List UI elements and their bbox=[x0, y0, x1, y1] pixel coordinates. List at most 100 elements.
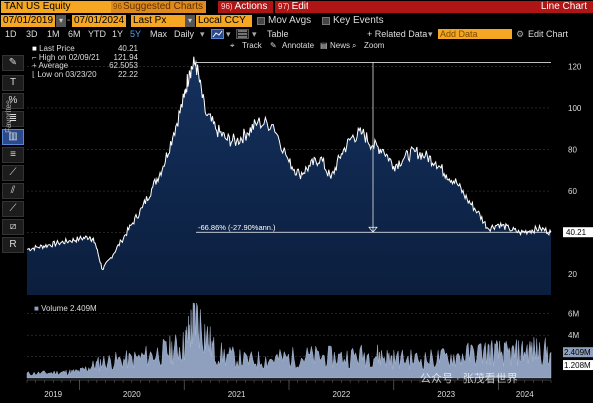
period-1d[interactable]: 1D bbox=[5, 29, 17, 39]
price-area-fill bbox=[27, 56, 551, 296]
header-bar: TAN US Equity 96 Suggested Charts 96) Act… bbox=[0, 0, 593, 14]
legend-last-value: 40.21 bbox=[117, 44, 138, 53]
ticker-field[interactable]: TAN US Equity bbox=[1, 1, 111, 13]
volume-area bbox=[26, 302, 552, 379]
parallel-lines-icon[interactable]: ⟋ bbox=[2, 201, 24, 217]
x-tick-label: 2023 bbox=[437, 390, 455, 399]
percent-change-icon[interactable]: % bbox=[2, 93, 24, 109]
edit-label: Edit bbox=[291, 1, 309, 12]
table-button[interactable]: Table bbox=[267, 29, 289, 39]
trendline-icon[interactable]: ⟋ bbox=[2, 165, 24, 181]
period-6m[interactable]: 6M bbox=[68, 29, 81, 39]
frequency-dropdown-icon[interactable]: ▾ bbox=[200, 29, 205, 39]
period-1y[interactable]: 1Y bbox=[112, 29, 124, 39]
line-style-icon[interactable] bbox=[211, 29, 224, 39]
news-button[interactable]: News bbox=[330, 41, 351, 50]
lines-icon[interactable]: ≡ bbox=[2, 147, 24, 163]
x-tick-label: 2024 bbox=[516, 390, 534, 399]
start-date-input[interactable]: 07/01/2019 bbox=[1, 15, 55, 27]
add-data-input[interactable]: Add Data bbox=[438, 29, 512, 39]
legend-low-value: 22.22 bbox=[117, 69, 138, 79]
edit-number: 97) bbox=[278, 2, 290, 11]
period-max[interactable]: Max bbox=[150, 29, 168, 39]
volume-swatch: ■ bbox=[34, 304, 39, 313]
frequency-select[interactable]: Daily bbox=[174, 29, 195, 39]
period-3d[interactable]: 3D bbox=[26, 29, 38, 39]
price-ytick-label: 120 bbox=[568, 62, 582, 71]
ruler-icon[interactable]: R bbox=[2, 237, 24, 253]
period-5y[interactable]: 5Y bbox=[130, 29, 142, 39]
legend-low-marker: ⌊ bbox=[32, 69, 36, 79]
key-events-checkbox[interactable] bbox=[322, 17, 330, 25]
suggested-charts-label: Suggested Charts bbox=[123, 1, 204, 12]
price-field-select[interactable]: Last Px bbox=[131, 15, 191, 27]
end-date-input[interactable]: 07/01/2024 bbox=[72, 15, 126, 27]
annotation-text-icon[interactable]: T bbox=[2, 75, 24, 91]
news-icon[interactable]: ▤ bbox=[320, 41, 328, 50]
legend-last-row: ■ Last Price 40.21 bbox=[32, 44, 138, 54]
legend-last-label: Last Price bbox=[39, 44, 75, 53]
legend-low-row: ⌊ Low on 03/23/20 22.22 bbox=[32, 69, 138, 80]
x-tick-label: 2019 bbox=[44, 390, 62, 399]
actions-number: 96) bbox=[221, 2, 233, 11]
region-icon[interactable]: ⧄ bbox=[2, 219, 24, 235]
controls-bar: 07/01/2019 ▾ - 07/01/2024 Last Px ▾ Loca… bbox=[0, 14, 593, 28]
change-annotation: -66.86% (-27.90%ann.) bbox=[198, 223, 276, 232]
volume-legend-label: Volume bbox=[41, 304, 68, 313]
mov-avgs-label: Mov Avgs bbox=[268, 15, 312, 26]
track-button[interactable]: Track bbox=[242, 41, 262, 50]
price-ytick-label: 60 bbox=[568, 187, 577, 196]
start-date-dropdown-icon[interactable]: ▾ bbox=[56, 15, 66, 27]
edit-chart-button[interactable]: Edit Chart bbox=[528, 29, 569, 39]
price-ytick-label: 80 bbox=[568, 146, 577, 155]
x-tick-label: 2021 bbox=[228, 390, 246, 399]
volume-legend-value: 2.409M bbox=[70, 304, 97, 313]
suggested-charts-button[interactable]: 96 Suggested Charts bbox=[111, 1, 206, 13]
legend-high-label: High on 02/09/21 bbox=[38, 52, 100, 62]
legend-last-swatch: ■ bbox=[32, 44, 37, 53]
legend-high-value: 121.94 bbox=[113, 52, 138, 62]
x-tick-label: 2020 bbox=[123, 390, 141, 399]
edit-button[interactable]: 97) Edit bbox=[275, 1, 309, 13]
legend-low-label: Low on 03/23/20 bbox=[37, 69, 97, 79]
volume-ytick-label: 6M bbox=[568, 310, 579, 319]
settings-gear-icon[interactable]: ⚙ bbox=[516, 29, 525, 39]
actions-button[interactable]: 96) Actions bbox=[218, 1, 273, 13]
channel-icon[interactable]: ⫽ bbox=[2, 183, 24, 199]
pencil-icon[interactable]: ✎ bbox=[2, 55, 24, 71]
mov-avgs-checkbox[interactable] bbox=[257, 17, 265, 25]
price-legend: ■ Last Price 40.21 ⌐ High on 02/09/21 12… bbox=[32, 44, 138, 80]
period-bar: 1D 3D 1M 6M YTD 1Y 5Y Max Daily ▾ ▾ ▾ Ta… bbox=[0, 28, 593, 40]
zoom-icon[interactable]: ⌕ bbox=[352, 41, 357, 50]
grid-icon[interactable] bbox=[236, 29, 249, 39]
legend-high-marker: ⌐ bbox=[32, 52, 37, 62]
chart-type-title: Line Chart bbox=[308, 1, 593, 13]
period-ytd[interactable]: YTD bbox=[88, 29, 106, 39]
volume-avg-badge bbox=[563, 360, 593, 371]
currency-select[interactable]: Local CCY bbox=[196, 15, 252, 27]
volume-avg-badge-label: 1.208M bbox=[564, 361, 591, 370]
watermark: 公众号 · 张茂看世界 bbox=[420, 373, 518, 385]
legend-avg-row: + Average 62.5053 bbox=[32, 61, 138, 71]
x-tick-label: 2022 bbox=[333, 390, 351, 399]
related-data-button[interactable]: + Related Data bbox=[367, 29, 428, 39]
price-field-dropdown-icon[interactable]: ▾ bbox=[185, 15, 195, 27]
volume-last-badge bbox=[563, 347, 593, 358]
price-line bbox=[26, 56, 552, 271]
last-price-badge bbox=[563, 227, 593, 238]
zoom-button[interactable]: Zoom bbox=[364, 41, 385, 50]
fib-icon[interactable]: ≣ bbox=[2, 111, 24, 127]
annotate-icon[interactable]: ✎ bbox=[270, 41, 277, 50]
last-price-badge-label: 40.21 bbox=[566, 228, 587, 237]
period-1m[interactable]: 1M bbox=[47, 29, 60, 39]
actions-label: Actions bbox=[234, 1, 268, 12]
key-events-label: Key Events bbox=[333, 15, 384, 26]
suggested-charts-number: 96 bbox=[113, 2, 122, 11]
track-icon[interactable]: ⌖ bbox=[230, 41, 235, 50]
columns-icon[interactable]: ▥ bbox=[2, 129, 24, 145]
line-style-dropdown-icon[interactable]: ▾ bbox=[226, 29, 231, 39]
grid-dropdown-icon[interactable]: ▾ bbox=[252, 29, 257, 39]
annotate-button[interactable]: Annotate bbox=[282, 41, 315, 50]
legend-avg-marker: + bbox=[32, 61, 37, 70]
related-data-dropdown-icon[interactable]: ▾ bbox=[428, 29, 433, 39]
